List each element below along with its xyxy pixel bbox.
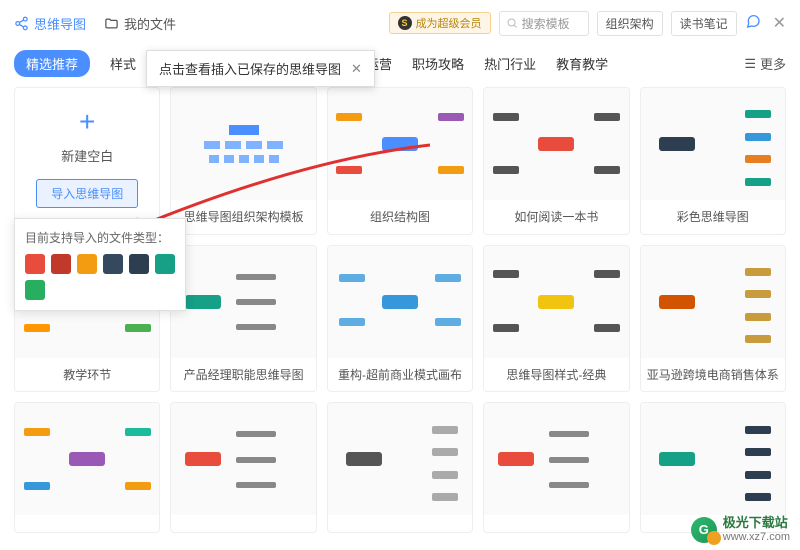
template-card[interactable]: [327, 402, 473, 533]
import-mindmap-button[interactable]: 导入思维导图: [36, 179, 138, 208]
template-title: 思维导图样式-经典: [484, 358, 628, 391]
template-thumbnail: [328, 246, 472, 358]
template-title: 亚马逊跨境电商销售体系: [641, 358, 785, 391]
watermark-url: www.xz7.com: [723, 531, 790, 544]
template-title: [484, 515, 628, 531]
filetype-butterfly-icon: [77, 254, 97, 274]
template-card[interactable]: 产品经理职能思维导图: [170, 245, 316, 393]
template-thumbnail: [171, 88, 315, 200]
tag-org[interactable]: 组织架构: [597, 11, 663, 36]
filetype-row: [25, 254, 175, 300]
tab-style[interactable]: 样式: [110, 50, 136, 77]
tab-featured[interactable]: 精选推荐: [14, 50, 90, 77]
header-left: 思维导图 我的文件: [14, 14, 176, 33]
template-thumbnail: [15, 403, 159, 515]
template-card[interactable]: 彩色思维导图: [640, 87, 786, 235]
template-title: 思维导图组织架构模板: [171, 200, 315, 233]
import-filetype-popup: 目前支持导入的文件类型：: [14, 218, 186, 311]
close-icon[interactable]: ✕: [773, 13, 786, 33]
vip-badge[interactable]: S 成为超级会员: [389, 12, 491, 34]
template-card[interactable]: 思维导图样式-经典: [483, 245, 629, 393]
template-card[interactable]: 思维导图组织架构模板: [170, 87, 316, 235]
crown-icon: S: [398, 16, 412, 30]
watermark-text: 极光下载站 www.xz7.com: [723, 515, 790, 544]
chat-icon[interactable]: [745, 13, 761, 34]
tab-education[interactable]: 教育教学: [556, 50, 608, 77]
more-label: 更多: [760, 54, 786, 73]
hamburger-icon: ☰: [744, 56, 756, 72]
mindmap-nav-link[interactable]: 思维导图: [14, 14, 86, 33]
template-card[interactable]: [483, 402, 629, 533]
vip-label: 成为超级会员: [416, 15, 482, 31]
plus-icon: +: [79, 106, 95, 138]
share-icon: [14, 16, 29, 31]
search-input[interactable]: 搜索模板: [499, 11, 589, 36]
filetype-pos-icon: [155, 254, 175, 274]
insert-saved-tooltip: 点击查看插入已保存的思维导图 ✕: [146, 50, 375, 87]
template-title: 组织结构图: [328, 200, 472, 233]
filetype-km-icon: [103, 254, 123, 274]
mindmap-nav-label: 思维导图: [34, 14, 86, 33]
template-card[interactable]: [640, 402, 786, 533]
template-card[interactable]: [14, 402, 160, 533]
template-thumbnail: [171, 246, 315, 358]
category-tabs: 精选推荐 样式 运营 职场攻略 热门行业 教育教学 ☰ 更多: [0, 46, 800, 87]
template-thumbnail: [171, 403, 315, 515]
template-title: [15, 515, 159, 531]
filetype-mm-icon: [51, 254, 71, 274]
header-right: S 成为超级会员 搜索模板 组织架构 读书笔记 ✕: [389, 11, 786, 36]
template-thumbnail: [641, 403, 785, 515]
template-thumbnail: [328, 88, 472, 200]
tooltip-text: 点击查看插入已保存的思维导图: [159, 59, 341, 78]
import-popup-title: 目前支持导入的文件类型：: [25, 229, 175, 246]
template-grid: + 新建空白 导入思维导图 思维导图组织架构模板 组织结构图 如何阅读一本书 彩…: [0, 87, 800, 547]
folder-icon: [104, 16, 119, 31]
filetype-s-icon: [25, 280, 45, 300]
template-card[interactable]: [170, 402, 316, 533]
filetype-txt-icon: [129, 254, 149, 274]
myfiles-nav-link[interactable]: 我的文件: [104, 14, 176, 33]
filetype-xmind-icon: [25, 254, 45, 274]
watermark-logo-icon: G: [691, 517, 717, 543]
new-blank-label: 新建空白: [61, 146, 113, 165]
template-title: [328, 515, 472, 531]
template-title: 如何阅读一本书: [484, 200, 628, 233]
template-thumbnail: [484, 88, 628, 200]
template-thumbnail: [484, 403, 628, 515]
template-thumbnail: [484, 246, 628, 358]
watermark: G 极光下载站 www.xz7.com: [691, 515, 790, 544]
tab-career[interactable]: 职场攻略: [412, 50, 464, 77]
tag-notes[interactable]: 读书笔记: [671, 11, 737, 36]
template-title: 重构-超前商业模式画布: [328, 358, 472, 391]
template-thumbnail: [641, 88, 785, 200]
more-button[interactable]: ☰ 更多: [744, 54, 786, 73]
tab-industry[interactable]: 热门行业: [484, 50, 536, 77]
template-card[interactable]: 组织结构图: [327, 87, 473, 235]
template-title: 教学环节: [15, 358, 159, 391]
template-title: 产品经理职能思维导图: [171, 358, 315, 391]
tooltip-close-icon[interactable]: ✕: [351, 61, 362, 77]
template-card[interactable]: 亚马逊跨境电商销售体系: [640, 245, 786, 393]
header: 思维导图 我的文件 S 成为超级会员 搜索模板 组织架构 读书笔记 ✕: [0, 0, 800, 46]
myfiles-nav-label: 我的文件: [124, 14, 176, 33]
template-card[interactable]: 如何阅读一本书: [483, 87, 629, 235]
template-thumbnail: [328, 403, 472, 515]
template-thumbnail: [641, 246, 785, 358]
template-title: 彩色思维导图: [641, 200, 785, 233]
watermark-name: 极光下载站: [723, 515, 790, 531]
search-placeholder: 搜索模板: [522, 15, 570, 32]
search-icon: [506, 17, 518, 29]
template-card[interactable]: 重构-超前商业模式画布: [327, 245, 473, 393]
new-blank-card[interactable]: + 新建空白 导入思维导图: [14, 87, 160, 232]
template-title: [171, 515, 315, 531]
